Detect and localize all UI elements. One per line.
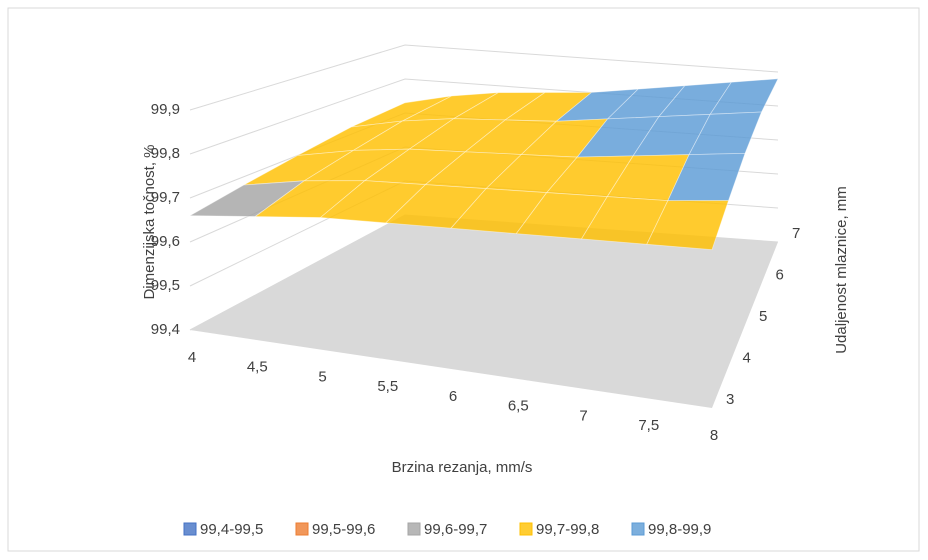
z-tick-label: 99,4 xyxy=(151,321,180,338)
x-tick-label: 7 xyxy=(579,407,587,424)
y-tick-label: 3 xyxy=(726,391,734,408)
y-tick-label: 7 xyxy=(792,225,800,242)
x-tick-label: 5 xyxy=(318,368,326,385)
surface-patch xyxy=(646,200,730,251)
z-axis-title: Dimenzijska točnost, % xyxy=(141,144,158,299)
z-tick-label: 99,9 xyxy=(151,101,180,118)
legend-label: 99,5-99,6 xyxy=(312,521,375,538)
z-tick-label: 99,6 xyxy=(151,233,180,250)
x-tick-label: 5,5 xyxy=(377,378,398,395)
legend-label: 99,8-99,9 xyxy=(648,521,711,538)
legend-swatch xyxy=(183,522,197,536)
x-tick-label: 8 xyxy=(710,427,718,444)
floor xyxy=(190,215,778,408)
x-axis-title: Brzina rezanja, mm/s xyxy=(392,459,533,476)
y-axis-title: Udaljenost mlaznice, mm xyxy=(833,186,850,354)
x-tick-label: 7,5 xyxy=(638,417,659,434)
y-tick-label: 5 xyxy=(759,308,767,325)
y-tick-label: 4 xyxy=(743,349,751,366)
legend-label: 99,4-99,5 xyxy=(200,521,263,538)
x-tick-label: 4,5 xyxy=(247,359,268,376)
z-tick-label: 99,7 xyxy=(151,189,180,206)
y-tick-label: 6 xyxy=(776,266,784,283)
grid-line xyxy=(189,44,779,111)
legend-swatch xyxy=(407,522,421,536)
legend-label: 99,7-99,8 xyxy=(536,521,599,538)
legend-swatch xyxy=(295,522,309,536)
legend-label: 99,6-99,7 xyxy=(424,521,487,538)
z-tick-label: 99,8 xyxy=(151,145,180,162)
legend-swatch xyxy=(631,522,645,536)
legend-swatch xyxy=(519,522,533,536)
x-tick-label: 6,5 xyxy=(508,398,529,415)
x-tick-label: 4 xyxy=(188,349,196,366)
x-tick-label: 6 xyxy=(449,388,457,405)
z-tick-label: 99,5 xyxy=(151,277,180,294)
